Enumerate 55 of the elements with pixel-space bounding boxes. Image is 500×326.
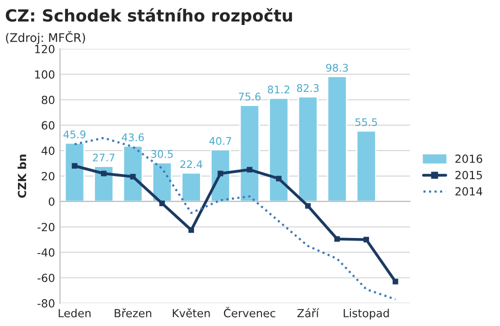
point — [276, 176, 282, 182]
point — [334, 236, 340, 242]
y-axis-title: CZK bn — [18, 154, 26, 198]
x-tick-label: Červenec — [224, 306, 276, 318]
point — [159, 200, 165, 206]
chart-title: CZ: Schodek státního rozpočtu — [6, 8, 292, 25]
y-tick-label: -20 — [38, 222, 54, 232]
point — [130, 174, 136, 180]
legend-label: 2015 — [455, 170, 482, 180]
y-tick-label: 20 — [42, 172, 54, 180]
data-label: 45.9 — [63, 130, 86, 138]
data-label: 40.7 — [209, 137, 232, 145]
point — [305, 203, 311, 209]
point — [188, 227, 194, 233]
data-label: 55.5 — [355, 118, 377, 126]
legend-label: 2016 — [455, 154, 482, 163]
y-tick-label: 60 — [42, 121, 54, 130]
point — [100, 170, 107, 176]
x-tick-label: Listopad — [344, 308, 389, 320]
bar — [122, 145, 144, 202]
text: (Zdroj: MFČR) — [6, 30, 86, 44]
y-tick-label: 100 — [35, 70, 54, 79]
data-label: 98.3 — [326, 64, 348, 72]
y-tick-label: 80 — [42, 96, 54, 104]
data-label: 30.5 — [151, 150, 173, 158]
bar — [239, 104, 260, 202]
point — [72, 163, 78, 169]
y-tick-label: 0 — [48, 197, 54, 206]
bar — [268, 98, 289, 202]
y-tick-label: -80 — [38, 299, 54, 308]
point — [218, 170, 224, 176]
bar — [356, 130, 376, 202]
y-tick-label: 40 — [42, 146, 54, 155]
data-label: 43.6 — [122, 133, 144, 142]
data-label: 75.6 — [238, 92, 261, 101]
x-tick-label: Březen — [114, 308, 152, 318]
y-tick-label: 120 — [35, 44, 54, 54]
x-tick-label: Květen — [172, 308, 210, 318]
bar — [64, 142, 85, 202]
data-label: 82.3 — [297, 84, 319, 92]
bar — [181, 172, 202, 202]
bar — [298, 96, 318, 202]
data-label: 81.2 — [268, 86, 290, 94]
bar — [326, 76, 348, 202]
y-tick-label: -40 — [38, 248, 54, 257]
x-tick-label: Září — [297, 308, 320, 318]
y-tick-label: -60 — [38, 274, 54, 282]
data-label: 27.7 — [92, 154, 114, 162]
legend-label: 2014 — [455, 187, 482, 196]
data-label: 22.4 — [180, 160, 202, 168]
point — [363, 236, 370, 242]
point — [392, 278, 398, 284]
bar — [152, 162, 172, 202]
point — [246, 166, 252, 172]
x-tick-label: Leden — [58, 308, 91, 318]
